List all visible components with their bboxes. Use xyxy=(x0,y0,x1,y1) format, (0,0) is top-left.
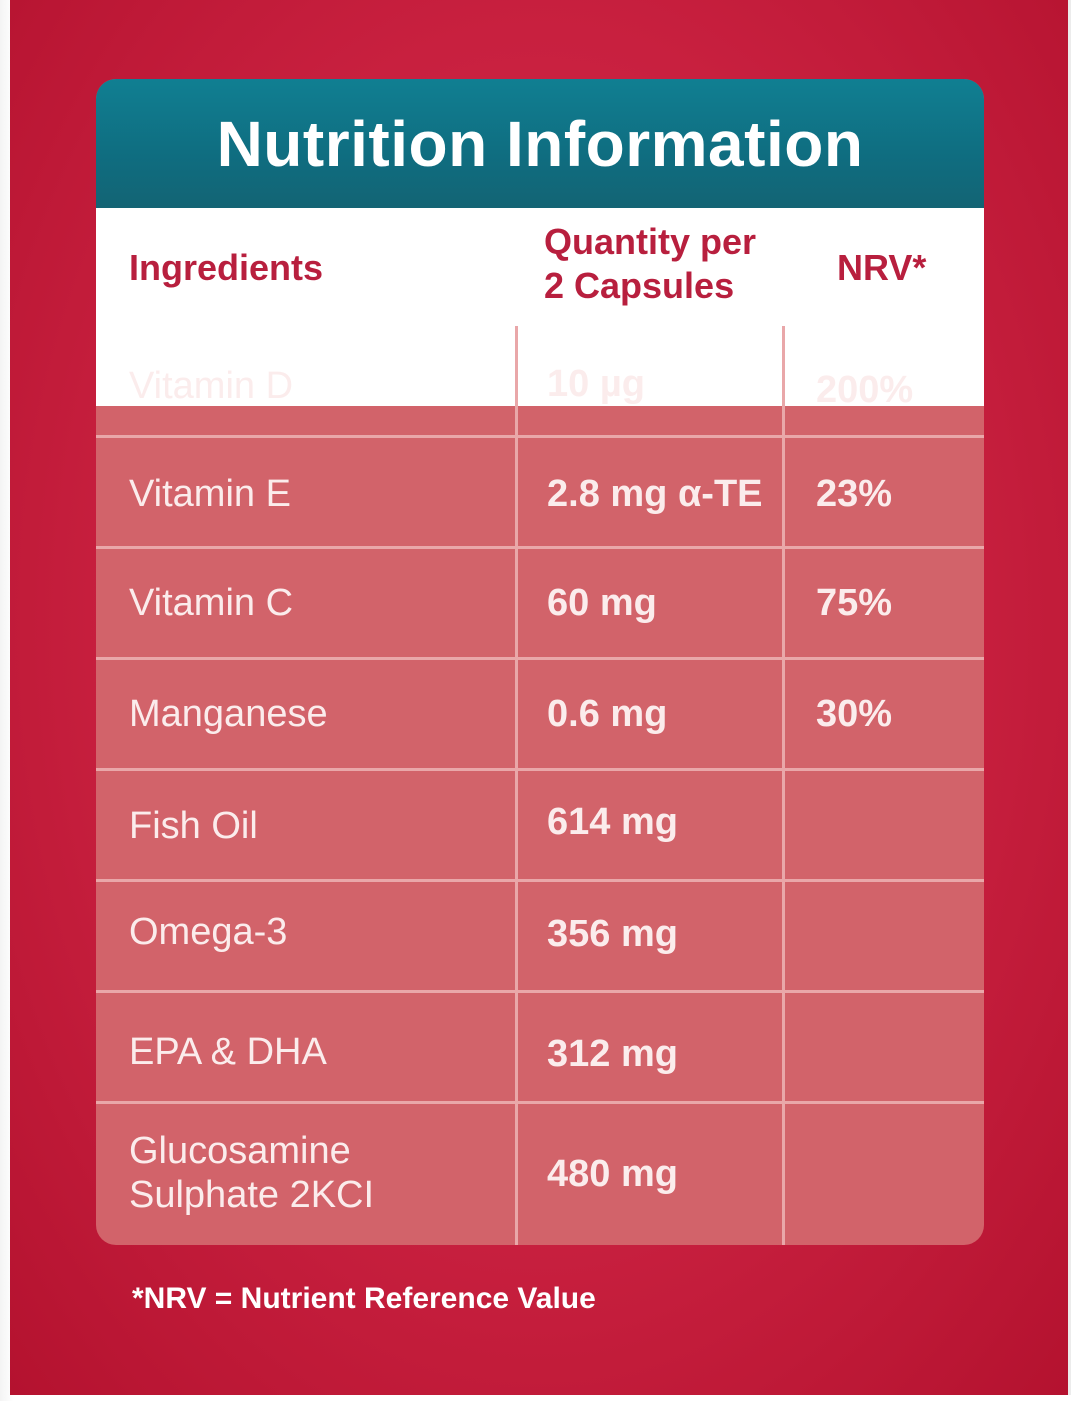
row-glucosamine-quantity: 480 mg xyxy=(547,1153,678,1195)
grid-line-horizontal xyxy=(96,879,984,882)
row-vitamin-e-nrv: 23% xyxy=(816,473,893,515)
row-omega-3-quantity: 356 mg xyxy=(547,913,678,955)
grid-line-vertical xyxy=(515,326,518,1245)
row-vitamin-c-quantity: 60 mg xyxy=(547,582,657,624)
row-epa-dha-ingredient: EPA & DHA xyxy=(129,1031,327,1073)
row-manganese-nrv: 30% xyxy=(816,693,893,735)
panel-title: Nutrition Information xyxy=(216,107,864,180)
row-vitamin-e-quantity: 2.8 mg α-TE xyxy=(547,473,763,515)
grid-line-horizontal xyxy=(96,435,984,438)
row-glucosamine-ingredient-line1: Glucosamine xyxy=(129,1130,351,1172)
footnote: *NRV = Nutrient Reference Value xyxy=(132,1282,596,1315)
row-glucosamine-ingredient-line2: Sulphate 2KCI xyxy=(129,1174,375,1216)
grid-line-horizontal xyxy=(96,768,984,771)
title-bar: Nutrition Information xyxy=(96,79,984,208)
grid-line-vertical xyxy=(782,326,785,1245)
row-omega-3-ingredient: Omega-3 xyxy=(129,911,288,953)
nutrition-panel: Nutrition Information xyxy=(96,79,984,1245)
grid-line-horizontal xyxy=(96,990,984,993)
row-fish-oil-quantity: 614 mg xyxy=(547,801,678,843)
table: Ingredients Quantity per 2 Capsules NRV*… xyxy=(96,79,984,1245)
table-header-row xyxy=(96,208,984,406)
header-quantity-line2: 2 Capsules xyxy=(544,265,735,306)
row-vitamin-c-nrv: 75% xyxy=(816,582,893,624)
row-manganese-quantity: 0.6 mg xyxy=(547,693,668,735)
grid-line-horizontal xyxy=(96,1101,984,1104)
row-glucosamine-ingredient: Glucosamine Sulphate 2KCI xyxy=(129,1129,374,1217)
row-vitamin-d-nrv: 200% xyxy=(816,369,914,411)
row-fish-oil-ingredient: Fish Oil xyxy=(129,805,258,847)
header-nrv: NRV* xyxy=(837,247,927,288)
row-vitamin-d-ingredient: Vitamin D xyxy=(129,365,294,407)
row-vitamin-e-ingredient: Vitamin E xyxy=(129,473,291,515)
header-quantity-line1: Quantity per xyxy=(544,221,757,262)
row-manganese-ingredient: Manganese xyxy=(129,693,328,735)
row-vitamin-c-ingredient: Vitamin C xyxy=(129,582,294,624)
grid-line-horizontal xyxy=(96,657,984,660)
row-epa-dha-quantity: 312 mg xyxy=(547,1033,678,1075)
header-quantity: Quantity per 2 Capsules xyxy=(544,220,804,308)
grid-line-horizontal xyxy=(96,546,984,549)
row-vitamin-d-quantity: 10 µg xyxy=(547,363,645,405)
header-ingredients: Ingredients xyxy=(129,247,324,288)
